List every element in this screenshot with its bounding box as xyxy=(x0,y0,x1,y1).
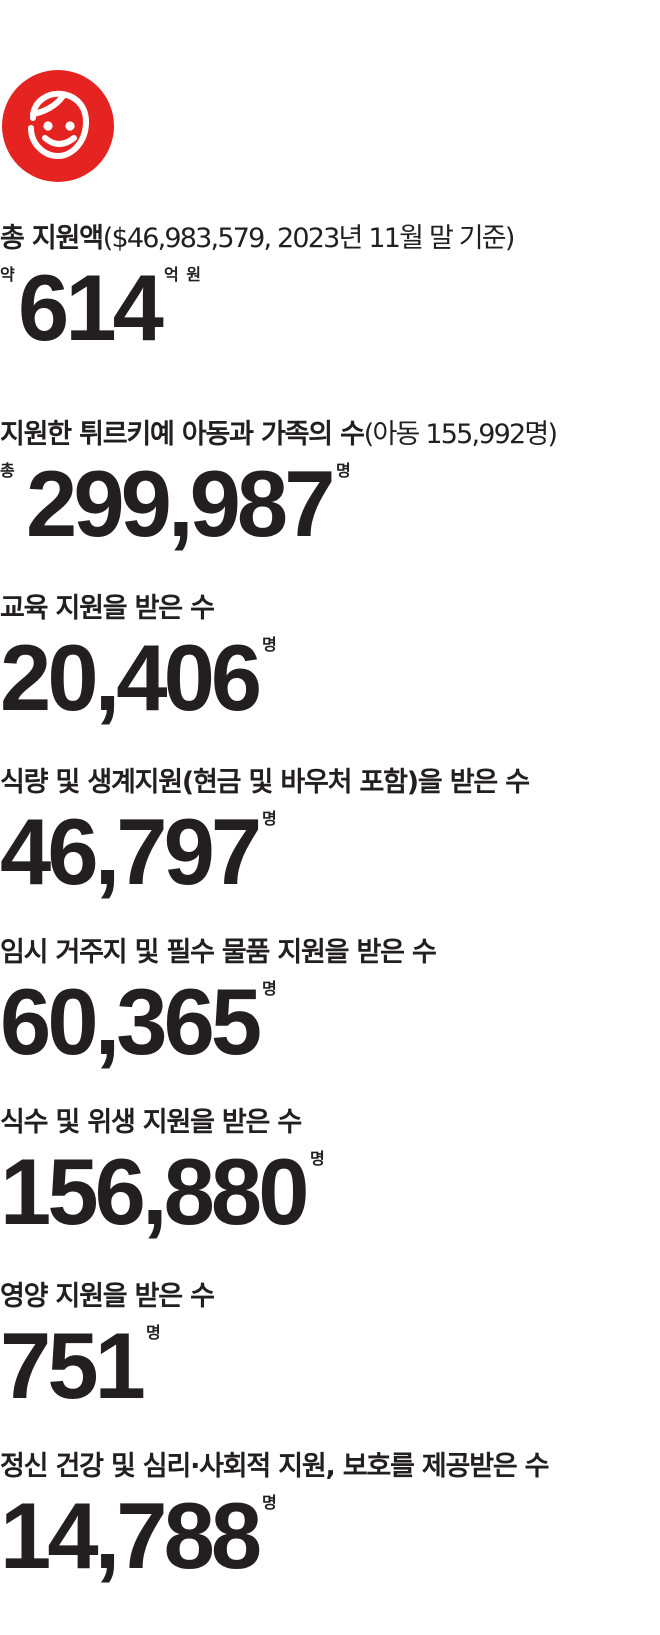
stat-children-families: 지원한 튀르키예 아동과 가족의 수(아동 155,992명) 총 299,98… xyxy=(0,418,660,554)
stat-unit: 명 xyxy=(262,979,278,998)
stat-label-note: ($46,983,579, 2023년 11월 말 기준) xyxy=(102,223,516,254)
stat-prefix: 총 xyxy=(0,461,15,480)
stat-value: 60,365 xyxy=(0,969,262,1074)
stat-label: 총 지원액($46,983,579, 2023년 11월 말 기준) xyxy=(0,222,660,256)
stat-unit: 명 xyxy=(146,1323,162,1342)
stat-value-row: 751 명 xyxy=(0,1316,660,1416)
stat-value-row: 20,406 명 xyxy=(0,628,660,728)
stat-mental-health-protection: 정신 건강 및 심리·사회적 지원, 보호를 제공받은 수 14,788 명 xyxy=(0,1450,660,1586)
stat-value: 46,797 xyxy=(0,799,262,904)
stat-label: 정신 건강 및 심리·사회적 지원, 보호를 제공받은 수 xyxy=(0,1451,550,1482)
stat-unit: 명 xyxy=(336,461,352,480)
stat-label: 임시 거주지 및 필수 물품 지원을 받은 수 xyxy=(0,937,437,968)
stat-prefix: 약 xyxy=(0,265,15,284)
stat-value: 14,788 xyxy=(0,1483,262,1588)
stat-value: 751 xyxy=(0,1313,146,1418)
stat-value-row: 46,797 명 xyxy=(0,802,660,902)
stat-value-row: 60,365 명 xyxy=(0,972,660,1072)
smiley-child-face-icon xyxy=(0,68,116,184)
stat-education: 교육 지원을 받은 수 20,406 명 xyxy=(0,592,660,728)
stat-shelter-essentials: 임시 거주지 및 필수 물품 지원을 받은 수 60,365 명 xyxy=(0,936,660,1072)
stat-label: 지원한 튀르키예 아동과 가족의 수(아동 155,992명) xyxy=(0,418,660,452)
stat-value: 299,987 xyxy=(26,451,335,556)
stat-label-note: (아동 155,992명) xyxy=(363,419,558,450)
stat-unit: 억 원 xyxy=(164,265,203,284)
stat-nutrition: 영양 지원을 받은 수 751 명 xyxy=(0,1280,660,1416)
stat-unit: 명 xyxy=(262,1493,278,1512)
stat-unit: 명 xyxy=(262,635,278,654)
stat-label: 영양 지원을 받은 수 xyxy=(0,1281,215,1312)
stat-value: 20,406 xyxy=(0,625,262,730)
stat-label-text: 지원한 튀르키예 아동과 가족의 수 xyxy=(0,419,365,450)
stat-value-row: 총 299,987 명 xyxy=(0,454,660,554)
stat-unit: 명 xyxy=(310,1149,326,1168)
stat-value-row: 약 614 억 원 xyxy=(0,258,660,358)
stat-label: 교육 지원을 받은 수 xyxy=(0,593,215,624)
stat-water-sanitation: 식수 및 위생 지원을 받은 수 156,880 명 xyxy=(0,1106,660,1242)
stat-unit: 명 xyxy=(262,809,278,828)
stat-total-funding: 총 지원액($46,983,579, 2023년 11월 말 기준) 약 614… xyxy=(0,222,660,358)
stat-value: 614 xyxy=(18,255,164,360)
stat-value: 156,880 xyxy=(0,1139,309,1244)
stat-label-text: 총 지원액 xyxy=(0,223,104,254)
stat-label: 식수 및 위생 지원을 받은 수 xyxy=(0,1107,302,1138)
stat-food-livelihood: 식량 및 생계지원(현금 및 바우처 포함)을 받은 수 46,797 명 xyxy=(0,766,660,902)
stat-label: 식량 및 생계지원(현금 및 바우처 포함)을 받은 수 xyxy=(0,767,530,798)
stat-value-row: 14,788 명 xyxy=(0,1486,660,1586)
stat-value-row: 156,880 명 xyxy=(0,1142,660,1242)
